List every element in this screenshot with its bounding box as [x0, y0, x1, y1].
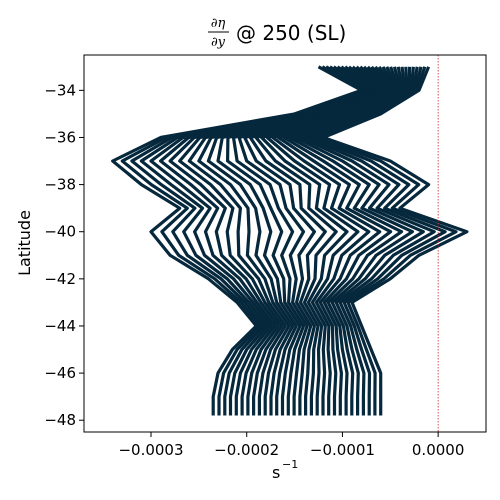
plot-frame: [83, 54, 487, 433]
y-tick-label: −48: [44, 411, 76, 429]
x-tick-label: −0.0001: [310, 441, 375, 459]
y-axis-label: Latitude: [15, 210, 34, 276]
y-axis-ticks: −34 −36 −38 −40 −42 −44 −46 −48: [44, 81, 84, 429]
x-tick-label: 0.0000: [412, 441, 465, 459]
title-fraction-numerator: ∂η: [211, 16, 226, 31]
y-tick-label: −40: [44, 223, 76, 241]
series-layer: [111, 65, 469, 416]
profile-line-30: [321, 66, 469, 416]
x-tick-label: −0.0002: [214, 441, 279, 459]
y-tick-label: −34: [44, 81, 76, 99]
x-axis-label: s −1: [272, 458, 298, 482]
y-tick-label: −36: [44, 128, 76, 146]
profile-line-29: [316, 66, 458, 416]
title-suffix: @ 250 (SL): [236, 21, 346, 45]
y-tick-label: −38: [44, 176, 76, 194]
title-fraction-denominator: ∂y: [211, 35, 226, 50]
x-axis-ticks: −0.0003 −0.0002 −0.0001 0.0000: [118, 432, 464, 459]
y-tick-label: −46: [44, 364, 76, 382]
chart-title: ∂η ∂y @ 250 (SL): [208, 16, 346, 50]
x-axis-label-exponent: −1: [282, 458, 298, 471]
y-tick-label: −44: [44, 317, 76, 335]
x-tick-label: −0.0003: [118, 441, 183, 459]
y-tick-label: −42: [44, 270, 76, 288]
x-axis-label-base: s: [272, 463, 280, 482]
